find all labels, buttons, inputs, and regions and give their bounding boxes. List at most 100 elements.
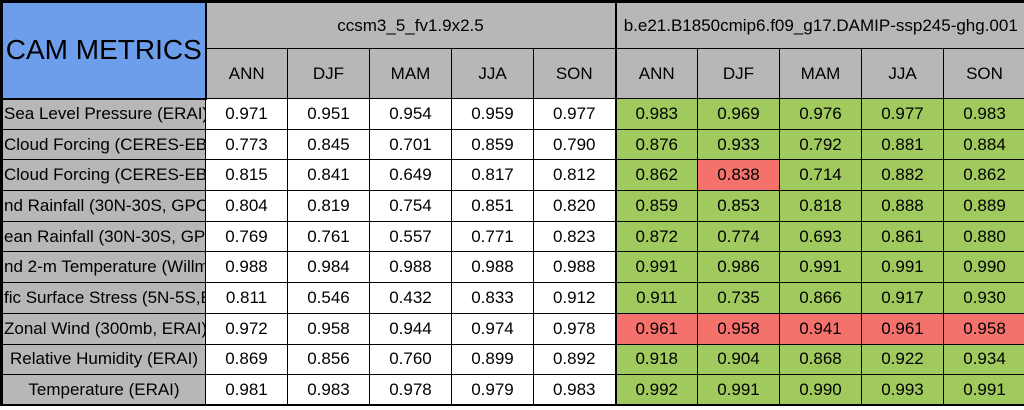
row-label-cell[interactable]: Cloud Forcing (CERES-EB — [1, 128, 206, 161]
value-cell-damip-better[interactable]: 0.889 — [942, 190, 1024, 222]
value-cell-ccsm3_5[interactable]: 0.432 — [369, 282, 452, 314]
value-cell-ccsm3_5[interactable]: 0.899 — [451, 343, 534, 376]
value-cell-ccsm3_5[interactable]: 0.820 — [533, 190, 616, 222]
value-cell-ccsm3_5[interactable]: 0.845 — [287, 128, 370, 161]
value-cell-damip-better[interactable]: 0.862 — [614, 159, 698, 192]
value-cell-ccsm3_5[interactable]: 0.959 — [451, 98, 534, 130]
value-cell-ccsm3_5[interactable]: 0.972 — [205, 312, 288, 345]
value-cell-damip-better[interactable]: 0.991 — [942, 374, 1024, 406]
value-cell-damip-better[interactable]: 0.882 — [861, 159, 944, 192]
value-cell-ccsm3_5[interactable]: 0.981 — [205, 374, 288, 406]
value-cell-damip-worse[interactable]: 0.961 — [861, 312, 944, 345]
value-cell-damip-better[interactable]: 0.992 — [614, 374, 698, 406]
value-cell-ccsm3_5[interactable]: 0.546 — [287, 282, 370, 314]
table-title-cell[interactable]: CAM METRICS — [0, 0, 207, 100]
value-cell-damip-better[interactable]: 0.735 — [697, 282, 780, 314]
value-cell-ccsm3_5[interactable]: 0.804 — [205, 190, 288, 222]
value-cell-ccsm3_5[interactable]: 0.649 — [369, 159, 452, 192]
column-header-ccsm-jja[interactable]: JJA — [451, 48, 534, 99]
value-cell-ccsm3_5[interactable]: 0.754 — [369, 190, 452, 222]
value-cell-damip-better[interactable]: 0.884 — [942, 128, 1024, 161]
row-label-cell[interactable]: fic Surface Stress (5N-5S,E — [1, 282, 206, 314]
value-cell-ccsm3_5[interactable]: 0.988 — [451, 251, 534, 284]
column-header-damip-ann[interactable]: ANN — [614, 48, 698, 99]
value-cell-damip-better[interactable]: 0.861 — [861, 220, 944, 253]
value-cell-ccsm3_5[interactable]: 0.817 — [451, 159, 534, 192]
value-cell-damip-better[interactable]: 0.880 — [942, 220, 1024, 253]
value-cell-ccsm3_5[interactable]: 0.988 — [369, 251, 452, 284]
value-cell-ccsm3_5[interactable]: 0.859 — [451, 128, 534, 161]
value-cell-damip-worse[interactable]: 0.958 — [697, 312, 780, 345]
value-cell-damip-better[interactable]: 0.991 — [861, 251, 944, 284]
value-cell-damip-better[interactable]: 0.990 — [779, 374, 862, 406]
column-header-damip-djf[interactable]: DJF — [697, 48, 780, 99]
value-cell-damip-better[interactable]: 0.904 — [697, 343, 780, 376]
value-cell-damip-better[interactable]: 0.876 — [614, 128, 698, 161]
model-group-header-ccsm3_5[interactable]: ccsm3_5_fv1.9x2.5 — [205, 1, 616, 49]
value-cell-damip-better[interactable]: 0.993 — [861, 374, 944, 406]
value-cell-damip-better[interactable]: 0.859 — [614, 190, 698, 222]
column-header-damip-jja[interactable]: JJA — [861, 48, 944, 99]
row-label-cell[interactable]: ean Rainfall (30N-30S, GPC — [1, 220, 206, 253]
row-label-cell[interactable]: Sea Level Pressure (ERAI) — [1, 98, 206, 130]
value-cell-ccsm3_5[interactable]: 0.815 — [205, 159, 288, 192]
value-cell-damip-better[interactable]: 0.866 — [779, 282, 862, 314]
value-cell-ccsm3_5[interactable]: 0.761 — [287, 220, 370, 253]
value-cell-damip-better[interactable]: 0.868 — [779, 343, 862, 376]
value-cell-ccsm3_5[interactable]: 0.869 — [205, 343, 288, 376]
value-cell-ccsm3_5[interactable]: 0.983 — [287, 374, 370, 406]
value-cell-damip-worse[interactable]: 0.838 — [697, 159, 780, 192]
value-cell-ccsm3_5[interactable]: 0.790 — [533, 128, 616, 161]
column-header-damip-son[interactable]: SON — [942, 48, 1024, 99]
value-cell-damip-better[interactable]: 0.976 — [779, 98, 862, 130]
value-cell-ccsm3_5[interactable]: 0.978 — [533, 312, 616, 345]
value-cell-ccsm3_5[interactable]: 0.856 — [287, 343, 370, 376]
value-cell-damip-worse[interactable]: 0.961 — [614, 312, 698, 345]
value-cell-damip-better[interactable]: 0.853 — [697, 190, 780, 222]
value-cell-ccsm3_5[interactable]: 0.951 — [287, 98, 370, 130]
value-cell-damip-better[interactable]: 0.969 — [697, 98, 780, 130]
value-cell-ccsm3_5[interactable]: 0.979 — [451, 374, 534, 406]
row-label-cell[interactable]: Zonal Wind (300mb, ERAI) — [1, 312, 206, 345]
row-label-cell[interactable]: Temperature (ERAI) — [1, 374, 206, 406]
value-cell-damip-better[interactable]: 0.983 — [942, 98, 1024, 130]
value-cell-ccsm3_5[interactable]: 0.971 — [205, 98, 288, 130]
value-cell-damip-better[interactable]: 0.881 — [861, 128, 944, 161]
value-cell-damip-better[interactable]: 0.714 — [779, 159, 862, 192]
value-cell-damip-better[interactable]: 0.930 — [942, 282, 1024, 314]
value-cell-ccsm3_5[interactable]: 0.812 — [533, 159, 616, 192]
value-cell-ccsm3_5[interactable]: 0.557 — [369, 220, 452, 253]
value-cell-ccsm3_5[interactable]: 0.912 — [533, 282, 616, 314]
value-cell-damip-better[interactable]: 0.792 — [779, 128, 862, 161]
value-cell-damip-better[interactable]: 0.986 — [697, 251, 780, 284]
value-cell-ccsm3_5[interactable]: 0.977 — [533, 98, 616, 130]
value-cell-damip-better[interactable]: 0.991 — [697, 374, 780, 406]
value-cell-ccsm3_5[interactable]: 0.771 — [451, 220, 534, 253]
value-cell-ccsm3_5[interactable]: 0.958 — [287, 312, 370, 345]
value-cell-damip-better[interactable]: 0.693 — [779, 220, 862, 253]
value-cell-ccsm3_5[interactable]: 0.954 — [369, 98, 452, 130]
row-label-cell[interactable]: nd Rainfall (30N-30S, GPC — [1, 190, 206, 222]
value-cell-ccsm3_5[interactable]: 0.984 — [287, 251, 370, 284]
value-cell-damip-better[interactable]: 0.872 — [614, 220, 698, 253]
value-cell-damip-better[interactable]: 0.918 — [614, 343, 698, 376]
value-cell-damip-better[interactable]: 0.990 — [942, 251, 1024, 284]
model-group-header-damip-ghg[interactable]: b.e21.B1850cmip6.f09_g17.DAMIP-ssp245-gh… — [614, 1, 1024, 49]
row-label-cell[interactable]: nd 2-m Temperature (Willmo — [1, 251, 206, 284]
value-cell-ccsm3_5[interactable]: 0.988 — [205, 251, 288, 284]
value-cell-ccsm3_5[interactable]: 0.701 — [369, 128, 452, 161]
value-cell-damip-better[interactable]: 0.862 — [942, 159, 1024, 192]
value-cell-ccsm3_5[interactable]: 0.983 — [533, 374, 616, 406]
value-cell-ccsm3_5[interactable]: 0.988 — [533, 251, 616, 284]
value-cell-ccsm3_5[interactable]: 0.892 — [533, 343, 616, 376]
value-cell-damip-better[interactable]: 0.933 — [697, 128, 780, 161]
value-cell-damip-better[interactable]: 0.991 — [779, 251, 862, 284]
value-cell-damip-better[interactable]: 0.934 — [942, 343, 1024, 376]
value-cell-damip-better[interactable]: 0.818 — [779, 190, 862, 222]
value-cell-damip-better[interactable]: 0.774 — [697, 220, 780, 253]
value-cell-ccsm3_5[interactable]: 0.833 — [451, 282, 534, 314]
value-cell-ccsm3_5[interactable]: 0.769 — [205, 220, 288, 253]
column-header-ccsm-ann[interactable]: ANN — [205, 48, 288, 99]
column-header-ccsm-son[interactable]: SON — [533, 48, 616, 99]
row-label-cell[interactable]: Cloud Forcing (CERES-EB — [1, 159, 206, 192]
